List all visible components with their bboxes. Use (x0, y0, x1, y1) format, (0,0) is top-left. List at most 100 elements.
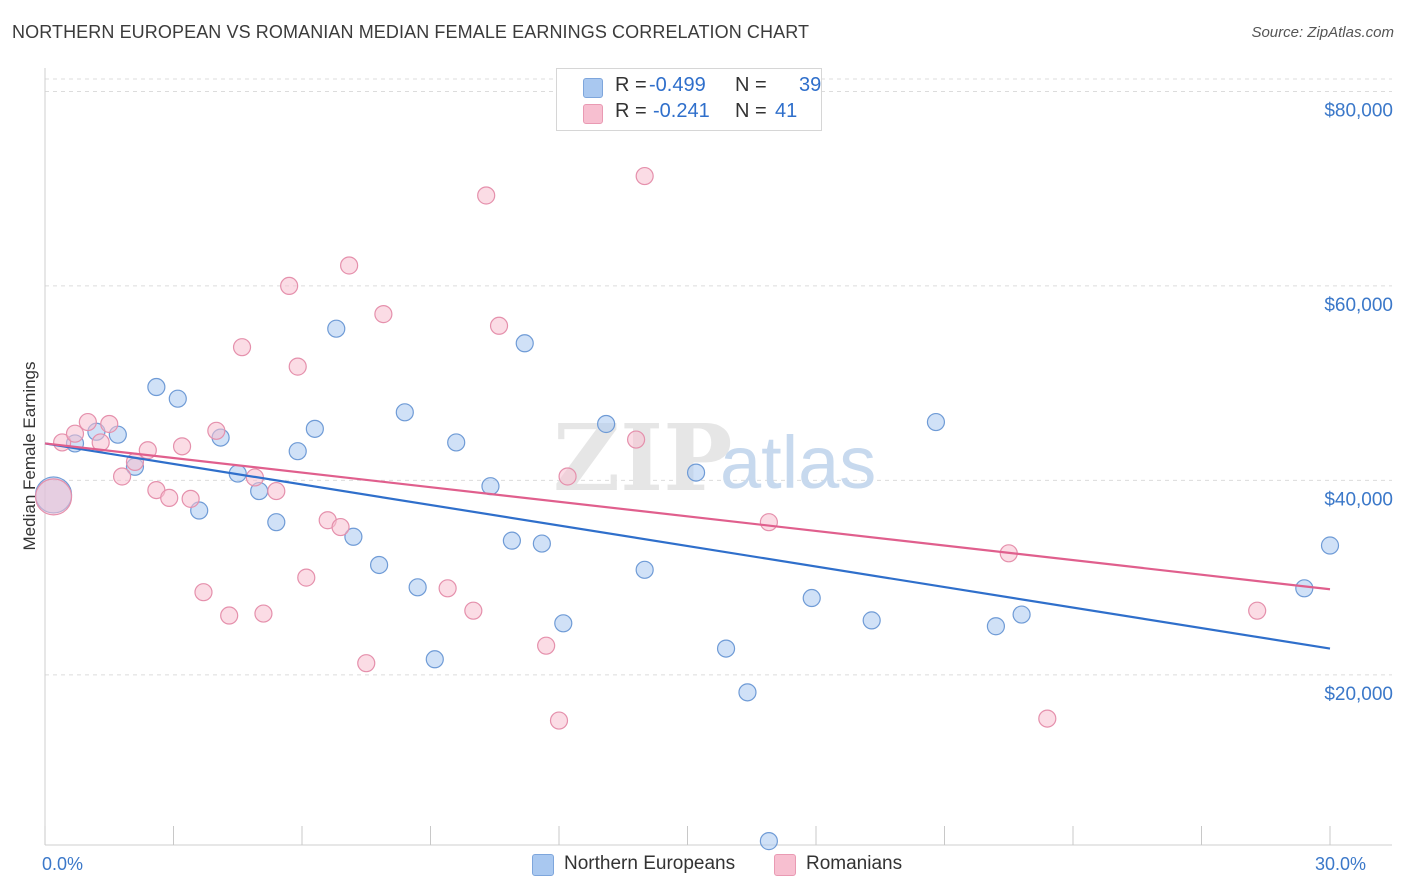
northern-european-point (425, 650, 444, 669)
stats-box: R = -0.499 N = 39 R = -0.241 N = 41 (556, 68, 822, 131)
stats-n-value: 41 (775, 100, 798, 122)
romanian-point (438, 579, 457, 598)
legend-swatch-northern (532, 854, 554, 876)
data-points (34, 166, 1340, 851)
x-tick-label: 30.0% (1315, 854, 1366, 874)
romanian-point (232, 338, 252, 357)
romanian-point (172, 437, 192, 456)
northern-european-point (147, 377, 166, 397)
y-tick-labels: $20,000 $40,000 $60,000 $80,000 (1324, 100, 1393, 704)
northern-european-point (168, 389, 187, 408)
northern-european-point (686, 463, 706, 482)
romanian-point (100, 414, 119, 434)
x-tick-labels: 0.0% 30.0% (42, 854, 1366, 874)
romanian-point (626, 430, 646, 449)
stats-n-label: N = (735, 74, 767, 96)
northern-european-point (802, 588, 821, 608)
northern-european-point (1295, 579, 1314, 598)
romanian-point (297, 568, 316, 587)
romanian-point (160, 488, 179, 507)
romanian-point (91, 433, 110, 452)
romanian-point (207, 421, 226, 440)
watermark-zip: ZIP (553, 404, 732, 512)
northern-european-point (267, 513, 286, 532)
northern-european-point (288, 442, 307, 461)
y-tick-label: $20,000 (1324, 684, 1393, 705)
northern-european-point (370, 555, 389, 575)
romanian-point (254, 604, 273, 623)
romanian-point (464, 601, 483, 620)
romanian-point (34, 478, 73, 516)
stats-r-value: -0.499 (649, 74, 706, 96)
grid-lines (45, 78, 1392, 676)
northern-european-point (738, 683, 757, 702)
stats-n-label: N = (735, 100, 767, 122)
legend-label: Northern Europeans (564, 853, 736, 874)
axes (44, 68, 1392, 846)
northern-european-point (986, 617, 1006, 636)
legend-label: Romanians (806, 853, 903, 874)
northern-european-point (327, 319, 346, 338)
northern-european-point (532, 534, 551, 553)
northern-european-point (408, 578, 427, 597)
romanian-point (194, 583, 213, 602)
northern-european-point (1012, 605, 1031, 624)
northern-european-point (515, 334, 534, 353)
romanian-point (357, 654, 376, 673)
northern-european-point (862, 611, 881, 630)
y-axis-label: Median Female Earnings (20, 362, 39, 551)
northern-european-point (597, 414, 616, 434)
northern-european-point (344, 527, 363, 546)
source-label: Source: ZipAtlas.com (1251, 24, 1394, 41)
romanian-trend-line (44, 442, 1331, 591)
northern-european-trend-line (44, 442, 1331, 650)
romanian-point (65, 424, 85, 443)
stats-r-value: -0.241 (653, 100, 710, 122)
romanian-point (340, 256, 359, 275)
romanian-point (374, 305, 393, 324)
x-tick-label: 0.0% (42, 854, 83, 874)
y-tick-label: $40,000 (1324, 489, 1393, 510)
romanian-point (181, 489, 200, 508)
romanian-point (558, 467, 577, 486)
romanian-point (331, 517, 350, 537)
romanian-point (759, 513, 778, 532)
legend: Northern Europeans Romanians (0, 852, 1406, 878)
northern-european-point (554, 614, 573, 633)
chart-title: NORTHERN EUROPEAN VS ROMANIAN MEDIAN FEM… (12, 22, 810, 42)
romanian-point (220, 606, 239, 625)
romanian-point (635, 166, 654, 186)
watermark-atlas: atlas (720, 421, 876, 504)
romanian-point (288, 357, 307, 376)
northern-european-point (759, 832, 778, 851)
romanian-point (537, 636, 556, 655)
stats-n-value: 39 (799, 74, 822, 96)
y-tick-label: $80,000 (1324, 100, 1393, 121)
romanian-point (78, 412, 97, 432)
northern-european-point (481, 477, 500, 496)
romanian-point (280, 276, 299, 296)
stats-r-label: R = (615, 100, 647, 122)
stats-swatch-romanian (583, 104, 603, 124)
northern-european-point (716, 639, 736, 658)
northern-european-point (305, 419, 324, 438)
northern-european-point (502, 531, 521, 550)
romanian-point (549, 711, 569, 730)
romanian-point (1248, 601, 1267, 620)
northern-european-point (395, 403, 414, 422)
y-tick-label: $60,000 (1324, 295, 1393, 316)
northern-european-point (635, 560, 654, 579)
legend-swatch-romanian (774, 854, 796, 876)
romanian-point (112, 467, 132, 486)
stats-r-label: R = (615, 74, 647, 96)
stats-swatch-northern (583, 78, 603, 98)
northern-european-point (1320, 536, 1340, 555)
romanian-point (267, 481, 286, 501)
northern-european-point (447, 433, 466, 452)
romanian-point (477, 186, 496, 205)
watermark: ZIP atlas (553, 404, 876, 512)
trend-lines (44, 442, 1331, 650)
romanian-point (489, 316, 509, 335)
northern-european-point (926, 412, 946, 432)
